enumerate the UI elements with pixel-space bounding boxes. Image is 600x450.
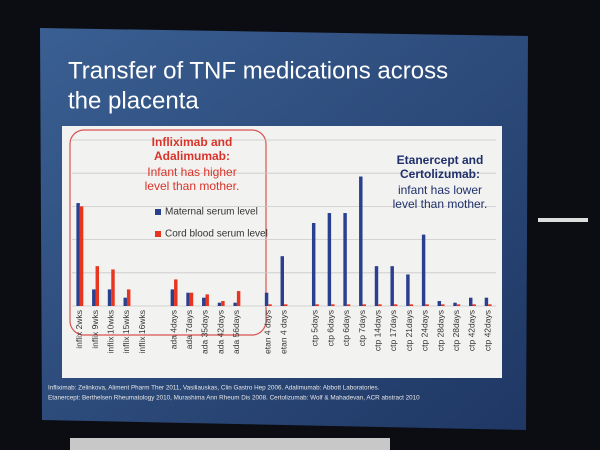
bar	[280, 256, 284, 306]
bar	[390, 266, 394, 306]
x-tick-label: inflix 10wks	[106, 310, 116, 353]
x-tick-label: ctp 7days	[357, 310, 367, 346]
x-tick-label: inflix 2wks	[74, 310, 84, 349]
next-slide	[70, 438, 390, 450]
x-tick-label: ctp 21days	[404, 310, 414, 351]
bar	[327, 213, 332, 306]
bar	[437, 301, 442, 306]
x-tick-label: ctp 17days	[388, 310, 398, 351]
bar	[378, 304, 382, 306]
legend-swatch	[155, 231, 161, 237]
chart-area	[62, 126, 502, 378]
x-tick-label: ctp 6days	[325, 310, 335, 346]
annotation-heading: Certolizumab:	[400, 167, 480, 181]
legend-label: Cord blood serum level	[165, 229, 268, 240]
bar	[186, 292, 190, 306]
x-tick-label: ctp 28days	[451, 310, 461, 351]
bar	[425, 304, 429, 306]
x-tick-label: ada 56days	[231, 310, 241, 354]
bar	[472, 304, 476, 306]
bar	[174, 279, 178, 306]
bar	[264, 292, 269, 306]
bar	[441, 304, 445, 306]
bar	[456, 304, 461, 306]
x-tick-label: ctp 24days	[420, 310, 430, 351]
x-tick-label: ctp 42days	[467, 310, 477, 351]
bar	[189, 292, 194, 306]
bar	[362, 304, 366, 306]
annotation-text: level than mother.	[145, 179, 240, 193]
x-tick-label: ctp 42days	[482, 310, 492, 351]
x-tick-label: inflix 15wks	[121, 310, 131, 353]
bar	[468, 297, 473, 306]
bar	[170, 289, 175, 306]
slide-title: Transfer of TNF medications across	[68, 57, 448, 84]
x-tick-label: etan 4 days	[263, 310, 273, 354]
bar	[76, 203, 80, 306]
annotation-text: Infant has higher	[147, 165, 236, 179]
bar	[126, 289, 131, 306]
annotation-heading: Etanercept and	[397, 153, 484, 167]
bar	[406, 274, 410, 306]
bar	[111, 269, 115, 306]
bar	[236, 291, 241, 306]
bar	[221, 301, 225, 306]
x-tick-label: ada 42days	[215, 310, 225, 354]
x-tick-label: ctp 28days	[435, 310, 445, 351]
bar	[343, 213, 347, 306]
bar	[311, 223, 316, 306]
x-tick-label: inflix 16wks	[137, 310, 147, 353]
highlight-box	[69, 129, 267, 336]
bar	[284, 304, 288, 306]
annotation-text: infant has lower	[398, 183, 482, 197]
bar	[331, 304, 335, 306]
bar	[123, 297, 127, 306]
bar	[95, 266, 100, 306]
bar	[268, 304, 272, 306]
bar	[315, 304, 319, 306]
x-tick-label: ctp 14days	[372, 310, 382, 351]
legend-label: Maternal serum level	[165, 207, 258, 218]
annotation-heading: Adalimumab:	[154, 149, 230, 163]
bar	[409, 304, 414, 306]
x-tick-label: ada 35days	[200, 310, 210, 354]
bar	[421, 234, 426, 306]
bar	[346, 304, 351, 306]
bar	[393, 304, 398, 306]
bar	[205, 294, 209, 306]
bar	[484, 297, 489, 306]
annotation-text: level than mother.	[393, 197, 488, 211]
x-tick-label: inflix 9wks	[90, 310, 100, 349]
x-tick-label: ctp 6days	[341, 310, 351, 346]
x-tick-label: ada 4days	[168, 310, 178, 349]
bar	[217, 302, 222, 306]
bar	[92, 289, 96, 306]
bar	[374, 266, 379, 306]
bar	[107, 289, 112, 306]
legend-swatch	[155, 209, 161, 215]
bar	[79, 206, 84, 306]
bar	[359, 176, 363, 306]
x-tick-label: ada 7days	[184, 310, 194, 349]
bar	[453, 302, 457, 306]
chart: Transfer of TNF medications across the pl…	[48, 57, 496, 402]
bar	[488, 304, 492, 306]
x-tick-label: etan 4 days	[278, 310, 288, 354]
x-tick-label: ctp 5days	[310, 310, 320, 346]
annotation-heading: Infliximab and	[152, 135, 233, 149]
slide-title: the placenta	[68, 87, 199, 114]
light	[538, 218, 588, 222]
bar	[233, 302, 237, 306]
footnote: Etanercept: Berthelsen Rheumatology 2010…	[48, 395, 420, 402]
bar	[202, 297, 206, 306]
footnote: Infliximab: Zelinkova, Aliment Pharm The…	[48, 385, 380, 392]
